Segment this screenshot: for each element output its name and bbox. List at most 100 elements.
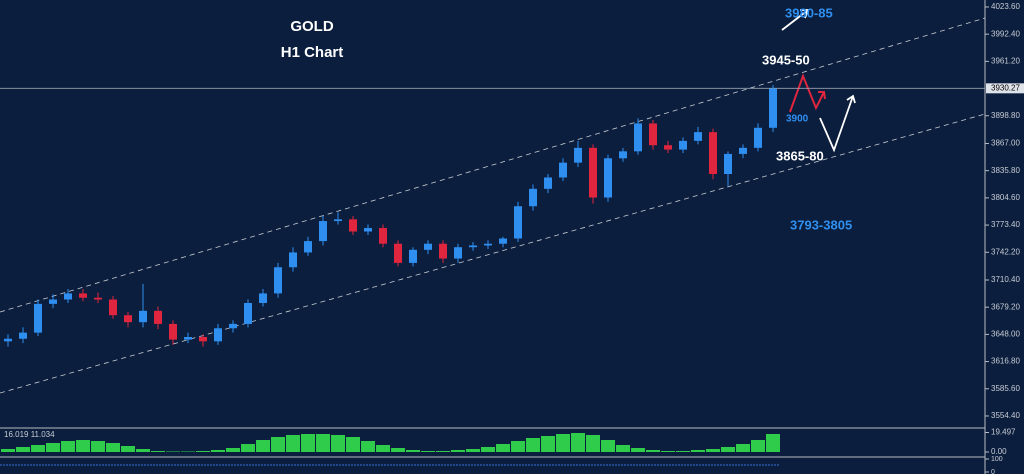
indicator-bar bbox=[556, 434, 570, 452]
y-tick-label: 3679.20 bbox=[991, 302, 1020, 311]
indicator-bar bbox=[181, 451, 195, 452]
annotation: 3900 bbox=[786, 114, 809, 125]
indicator-bar bbox=[196, 451, 210, 452]
y-tick-label: 100 bbox=[991, 456, 1003, 463]
indicator-label: 16.019 11.034 bbox=[4, 430, 55, 439]
indicator-bar bbox=[211, 450, 225, 452]
candle-body bbox=[79, 293, 87, 298]
indicator-bar bbox=[46, 443, 60, 452]
indicator-bar bbox=[391, 448, 405, 452]
candle-body bbox=[34, 303, 42, 333]
candle-body bbox=[244, 302, 252, 324]
candle-body bbox=[559, 162, 567, 178]
candle-body bbox=[154, 310, 162, 324]
indicator-bar bbox=[766, 434, 780, 452]
y-tick-label: 4023.60 bbox=[991, 2, 1020, 11]
candle-body bbox=[514, 206, 522, 239]
indicator-bar bbox=[331, 435, 345, 452]
indicator-bar bbox=[376, 445, 390, 452]
candle-body bbox=[199, 336, 207, 342]
y-tick-label: 3992.40 bbox=[991, 29, 1020, 38]
candle-body bbox=[424, 243, 432, 250]
indicator-bar bbox=[16, 447, 30, 452]
indicator-bar bbox=[451, 450, 465, 452]
arrow bbox=[789, 73, 826, 113]
candle-body bbox=[124, 315, 132, 323]
indicator-bar bbox=[661, 451, 675, 452]
candle-body bbox=[19, 332, 27, 339]
candle-body bbox=[139, 310, 147, 323]
indicator-bar bbox=[76, 440, 90, 452]
candle-body bbox=[544, 177, 552, 189]
candle-body bbox=[709, 132, 717, 174]
indicator-bar bbox=[676, 451, 690, 452]
candle-body bbox=[259, 293, 267, 303]
indicator-bar bbox=[316, 434, 330, 452]
candle-body bbox=[319, 221, 327, 242]
candle-body bbox=[169, 323, 177, 340]
indicator-bar bbox=[91, 441, 105, 452]
indicator-bar bbox=[1, 449, 15, 452]
indicator-bar bbox=[226, 448, 240, 452]
y-tick-label: 3710.40 bbox=[991, 275, 1020, 284]
indicator-bar bbox=[361, 441, 375, 452]
indicator-bar bbox=[571, 433, 585, 452]
y-tick-label: 0 bbox=[991, 469, 995, 474]
y-tick-label: 3898.80 bbox=[991, 111, 1020, 120]
candle-body bbox=[649, 123, 657, 146]
candle-body bbox=[334, 219, 342, 222]
indicator-bar bbox=[31, 445, 45, 452]
candle-body bbox=[484, 243, 492, 246]
candle-body bbox=[64, 293, 72, 300]
indicator-bar bbox=[646, 450, 660, 452]
indicator-bar bbox=[346, 437, 360, 452]
candle-body bbox=[769, 88, 777, 128]
candle-body bbox=[379, 228, 387, 244]
candle-body bbox=[634, 123, 642, 152]
candle-body bbox=[664, 145, 672, 150]
chart-title: GOLD bbox=[290, 18, 333, 35]
indicator-bar bbox=[166, 451, 180, 452]
current-price-box bbox=[986, 83, 1024, 94]
candle-body bbox=[724, 153, 732, 174]
indicator-bar bbox=[511, 441, 525, 452]
annotation: 3945-50 bbox=[762, 52, 810, 67]
indicator-bar bbox=[706, 449, 720, 452]
candle-body bbox=[394, 243, 402, 263]
indicator-bar bbox=[631, 448, 645, 452]
indicator-bar bbox=[151, 451, 165, 452]
candle-body bbox=[214, 328, 222, 342]
indicator-bar bbox=[601, 440, 615, 452]
y-tick-label: 3742.20 bbox=[991, 247, 1020, 256]
candle-body bbox=[454, 247, 462, 259]
annotation: 3865-80 bbox=[776, 148, 824, 163]
arrow bbox=[819, 94, 856, 153]
indicator-bar bbox=[241, 444, 255, 452]
indicator-bar bbox=[481, 447, 495, 452]
y-tick-label: 3616.80 bbox=[991, 357, 1020, 366]
candle-body bbox=[499, 238, 507, 244]
indicator-bar bbox=[61, 441, 75, 452]
candle-body bbox=[469, 245, 477, 248]
y-tick-label: 3867.00 bbox=[991, 139, 1020, 148]
candle-body bbox=[274, 267, 282, 294]
indicator-bar bbox=[136, 449, 150, 452]
candle-body bbox=[619, 151, 627, 159]
candle-body bbox=[94, 297, 102, 300]
current-price-label: 3930.27 bbox=[991, 83, 1020, 92]
candle-body bbox=[4, 338, 12, 342]
indicator-bar bbox=[526, 438, 540, 452]
candle-body bbox=[589, 147, 597, 198]
candle-body bbox=[439, 243, 447, 259]
indicator-bar bbox=[466, 449, 480, 452]
candle-body bbox=[694, 132, 702, 141]
annotation: 3793-3805 bbox=[790, 217, 852, 232]
candle-body bbox=[754, 127, 762, 148]
indicator-bar bbox=[286, 435, 300, 452]
channel-line bbox=[0, 17, 986, 313]
candle-body bbox=[289, 252, 297, 268]
y-tick-label: 3554.40 bbox=[991, 411, 1020, 420]
indicator-bar bbox=[301, 434, 315, 452]
indicator-bar bbox=[751, 440, 765, 452]
